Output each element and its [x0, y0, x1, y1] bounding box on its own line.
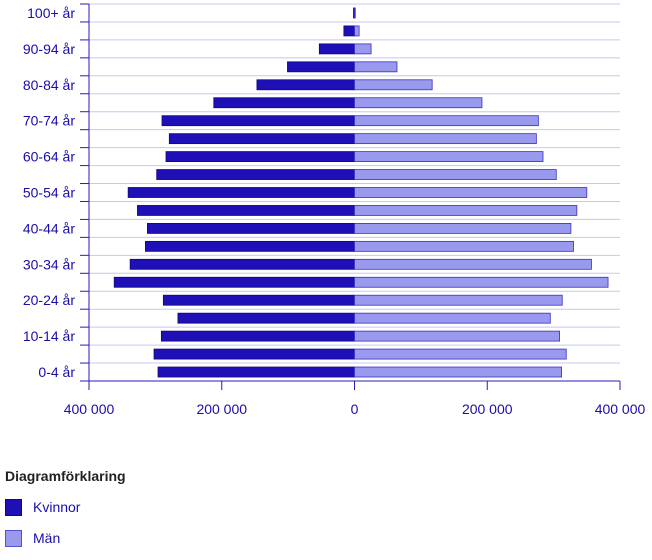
bar-man-90-94: [354, 43, 372, 55]
x-tick-label: 0: [351, 401, 359, 417]
bar-kvinnor-65-69: [168, 133, 355, 145]
bar-kvinnor-70-74: [161, 115, 355, 127]
legend: Diagramförklaring Kvinnor Män: [5, 468, 126, 560]
y-tick-label-100plus: 100+ år: [27, 5, 75, 21]
x-tick-label: 200 000: [196, 401, 247, 417]
bar-kvinnor-80-84: [256, 79, 355, 91]
bar-man-80-84: [354, 79, 433, 91]
bar-kvinnor-15-19: [177, 312, 355, 324]
bar-man-10-14: [354, 330, 560, 342]
y-tick-label-90-94: 90-94 år: [23, 41, 75, 57]
legend-swatch-kvinnor: [5, 498, 22, 516]
bar-kvinnor-30-34: [129, 258, 355, 270]
bar-kvinnor-85-89: [287, 61, 355, 73]
bar-man-60-64: [354, 151, 544, 162]
y-tick-label-20-24: 20-24 år: [23, 292, 75, 308]
legend-swatch-man: [5, 529, 22, 547]
bar-kvinnor-45-49: [137, 205, 355, 216]
bar-man-0-4: [354, 366, 562, 378]
bar-kvinnor-5-9: [153, 348, 355, 360]
bar-man-15-19: [354, 312, 551, 324]
bar-man-70-74: [354, 115, 539, 127]
legend-label-man: Män: [33, 530, 61, 546]
x-tick-label: 400 000: [595, 401, 646, 417]
bar-kvinnor-20-24: [162, 294, 355, 306]
y-tick-label-30-34: 30-34 år: [23, 256, 75, 272]
bar-kvinnor-35-39: [145, 240, 355, 252]
bar-man-75-79: [354, 97, 483, 109]
legend-title: Diagramförklaring: [5, 468, 126, 484]
bar-man-95-99: [354, 25, 360, 37]
bar-kvinnor-40-44: [147, 223, 355, 234]
bar-man-35-39: [354, 240, 574, 252]
bar-man-5-9: [354, 348, 567, 360]
bar-man-65-69: [354, 133, 537, 145]
y-tick-label-10-14: 10-14 år: [23, 328, 75, 344]
y-tick-label-70-74: 70-74 år: [23, 113, 75, 129]
bar-man-50-54: [354, 187, 588, 198]
y-tick-label-60-64: 60-64 år: [23, 149, 75, 165]
bar-man-25-29: [354, 276, 609, 288]
y-tick-label-0-4: 0-4 år: [38, 364, 75, 380]
x-tick-label: 400 000: [64, 401, 115, 417]
legend-item-man: Män: [5, 529, 126, 547]
bar-man-30-34: [354, 258, 592, 270]
bar-kvinnor-90-94: [318, 43, 355, 55]
bar-kvinnor-55-59: [156, 169, 355, 180]
legend-label-kvinnor: Kvinnor: [33, 499, 81, 515]
y-tick-label-40-44: 40-44 år: [23, 220, 75, 236]
bar-kvinnor-25-29: [113, 276, 355, 288]
y-tick-label-50-54: 50-54 år: [23, 185, 75, 201]
bar-man-100plus: [354, 7, 356, 19]
bar-man-45-49: [354, 205, 578, 216]
x-tick-label: 200 000: [462, 401, 513, 417]
bar-man-55-59: [354, 169, 557, 180]
bar-kvinnor-50-54: [127, 187, 355, 198]
bar-man-40-44: [354, 223, 572, 234]
legend-item-kvinnor: Kvinnor: [5, 498, 126, 516]
y-tick-label-80-84: 80-84 år: [23, 77, 75, 93]
population-pyramid-chart: 0-4 år 10-14 år 20-24 år 30-34 år 40-44 år 50…: [23, 3, 646, 417]
bar-kvinnor-0-4: [157, 366, 355, 378]
bar-kvinnor-75-79: [213, 97, 355, 109]
bar-kvinnor-10-14: [160, 330, 355, 342]
bar-man-20-24: [354, 294, 563, 306]
bar-man-85-89: [354, 61, 398, 73]
bar-kvinnor-60-64: [165, 151, 355, 162]
bar-kvinnor-95-99: [343, 25, 355, 37]
